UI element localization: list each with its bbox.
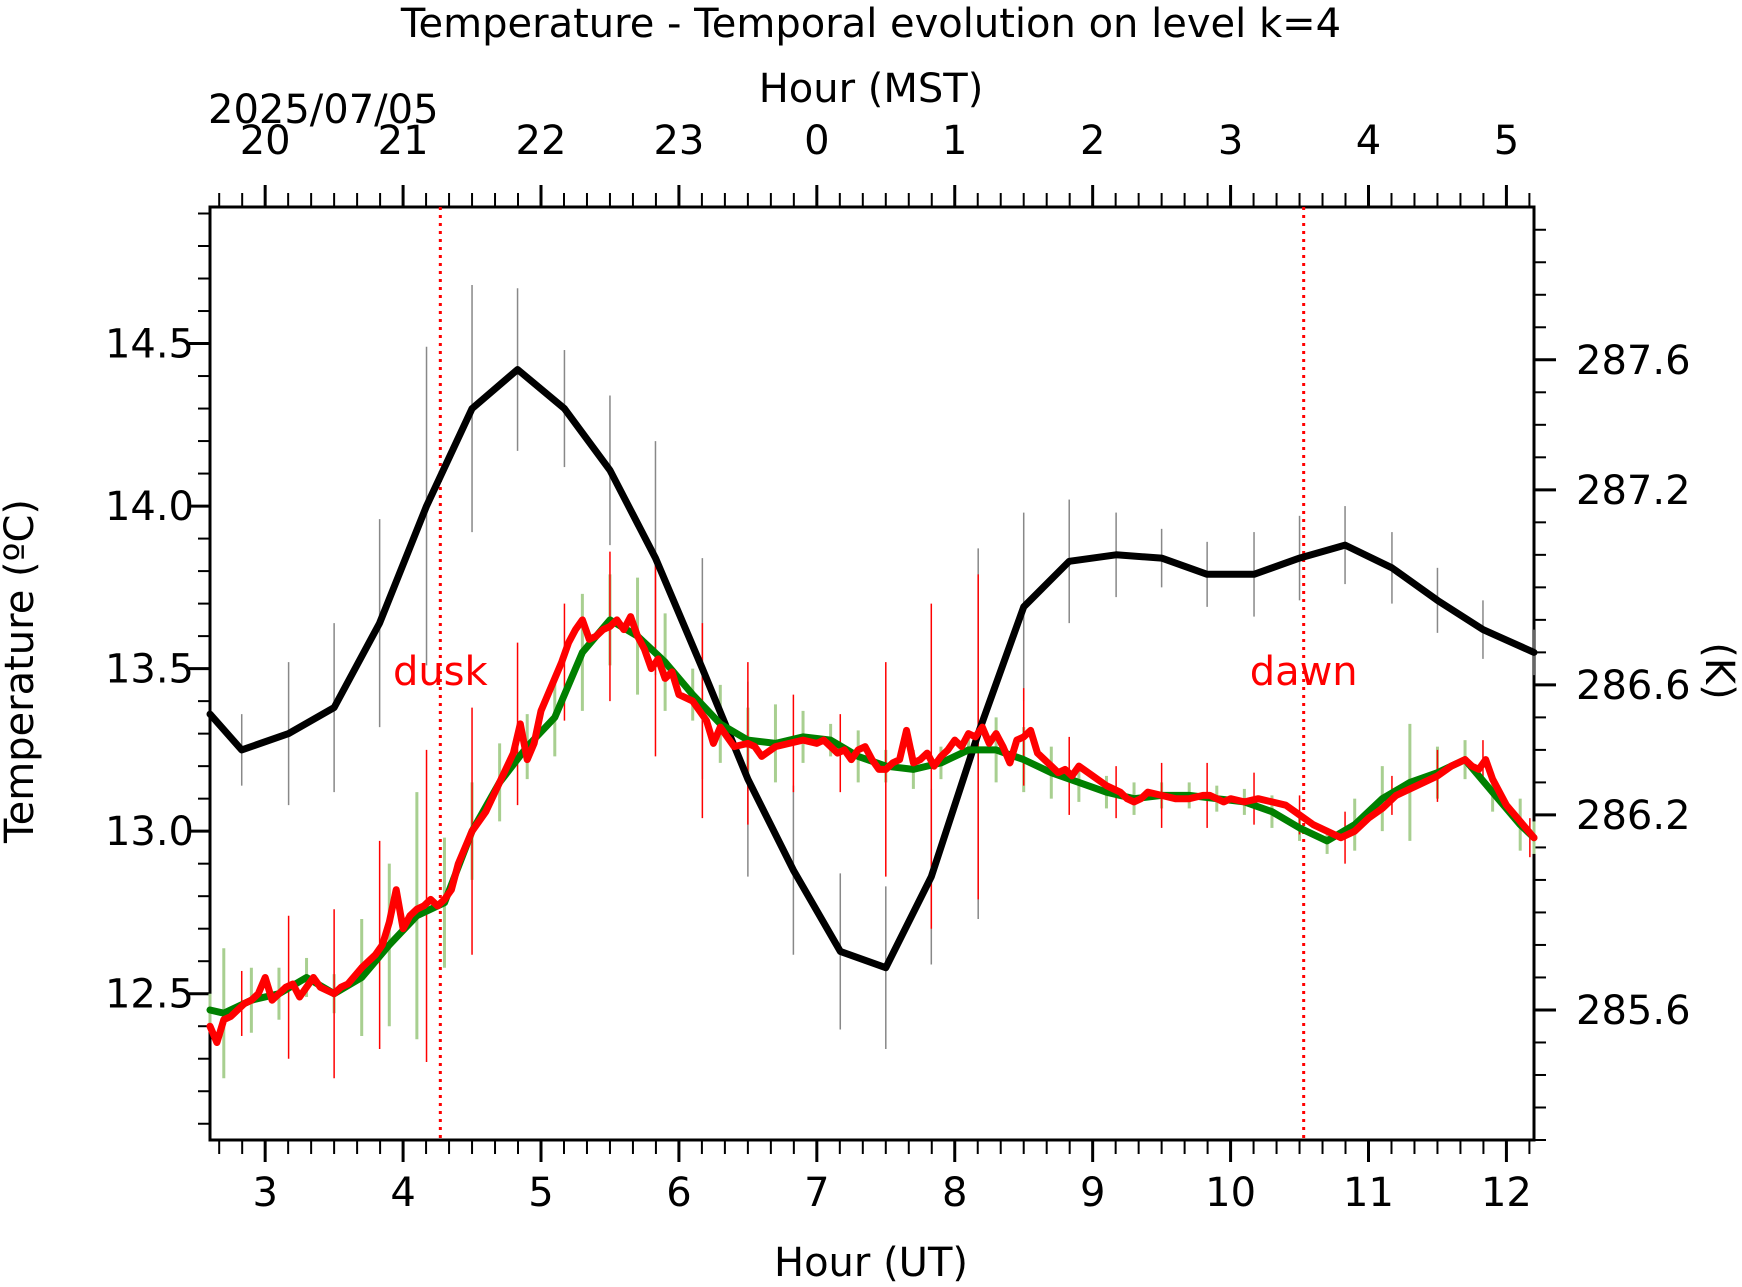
series-line-1	[206, 366, 1538, 972]
y-tick-label: 13.5	[105, 647, 194, 693]
x2-tick-label: 20	[240, 118, 291, 164]
x2-tick-label: 21	[378, 118, 429, 164]
annotations: dusk dawn	[393, 207, 1358, 1140]
y2-tick-label: 286.6	[1576, 663, 1691, 709]
x2-tick-label: 5	[1494, 118, 1519, 164]
x-tick-label: 10	[1205, 1170, 1256, 1216]
y2-tick-label: 285.6	[1576, 988, 1691, 1034]
x-tick-label: 12	[1481, 1170, 1532, 1216]
y2-tick-label: 286.2	[1576, 793, 1691, 839]
x2-date-label: 2025/07/05	[208, 87, 439, 133]
y2-axis-label: (K)	[1696, 642, 1742, 699]
chart-title: Temperature - Temporal evolution on leve…	[400, 1, 1341, 47]
x2-tick-label: 1	[942, 118, 967, 164]
y-tick-label: 12.5	[105, 972, 194, 1018]
x2-axis-label: Hour (MST)	[759, 66, 984, 112]
y-tick-label: 14.5	[105, 322, 194, 368]
series-lines	[206, 366, 1538, 1046]
x-axis-label: Hour (UT)	[774, 1240, 968, 1282]
x2-tick-label: 22	[516, 118, 567, 164]
annotation-label-dawn: dawn	[1250, 649, 1358, 695]
x2-tick-label: 23	[653, 118, 704, 164]
x2-tick-label: 2	[1080, 118, 1105, 164]
y2-tick-label: 287.2	[1576, 468, 1691, 514]
x-tick-label: 9	[1080, 1170, 1105, 1216]
y-axis-label: Temperature (ºC)	[0, 499, 43, 844]
x-tick-label: 6	[666, 1170, 691, 1216]
annotation-label-dusk: dusk	[393, 649, 489, 695]
x2-tick-label: 3	[1218, 118, 1243, 164]
x2-tick-label: 4	[1356, 118, 1381, 164]
x-tick-label: 3	[252, 1170, 277, 1216]
y2-tick-label: 287.6	[1576, 338, 1691, 384]
x-tick-label: 11	[1343, 1170, 1394, 1216]
x-tick-label: 5	[528, 1170, 553, 1216]
x2-tick-label: 0	[804, 118, 829, 164]
x-tick-label: 8	[942, 1170, 967, 1216]
x-tick-label: 4	[390, 1170, 415, 1216]
series-line-3	[206, 613, 1538, 1046]
x-tick-label: 7	[804, 1170, 829, 1216]
y-tick-label: 14.0	[105, 484, 194, 530]
y-tick-label: 13.0	[105, 809, 194, 855]
